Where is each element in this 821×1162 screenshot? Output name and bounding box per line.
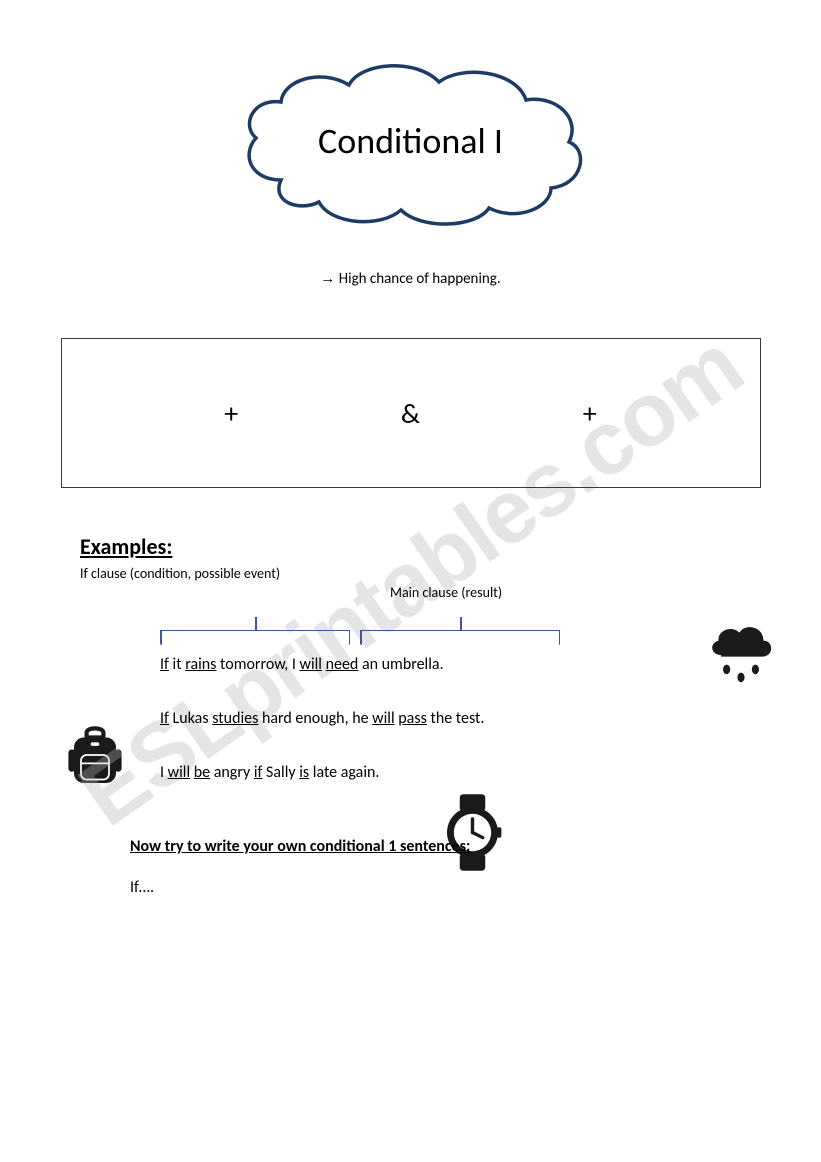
ex3-is: is (299, 763, 309, 782)
example-2: If Lukas studies hard enough, he will pa… (160, 709, 761, 728)
page-title: Conditional I (318, 119, 503, 163)
ex1-t1: it (169, 655, 185, 674)
arrow-icon: → (320, 270, 335, 287)
examples-heading: Examples: (80, 533, 761, 560)
ex1-if: If (160, 655, 169, 674)
title-cloud-container: Conditional I (60, 50, 761, 240)
ex2-if: If (160, 709, 169, 728)
ex3-be: be (194, 763, 210, 782)
brackets (160, 610, 761, 655)
ex2-will: will (372, 709, 394, 728)
formula-amp: & (401, 396, 420, 431)
if-prompt: If…. (130, 878, 761, 897)
ex3-t4: late again. (309, 763, 379, 782)
if-clause-label: If clause (condition, possible event) (80, 565, 280, 582)
ex2-v2: pass (398, 709, 427, 728)
example-3: I will be angry if Sally is late again. (160, 763, 761, 782)
ex3-t2: angry (210, 763, 254, 782)
subtitle-text: High chance of happening. (339, 270, 501, 288)
example-1: If it rains tomorrow, I will need an umb… (160, 655, 761, 674)
worksheet-page: Conditional I → High chance of happening… (0, 0, 821, 937)
ex1-t3: an umbrella. (358, 655, 443, 674)
ex2-v1: studies (212, 709, 258, 728)
ex3-will: will (168, 763, 190, 782)
ex1-t2: tomorrow, I (216, 655, 299, 674)
formula-box: + & + (61, 338, 761, 488)
ex3-t1: I (160, 763, 168, 782)
formula-plus2: + (583, 396, 597, 431)
instruction: Now try to write your own conditional 1 … (130, 837, 761, 856)
examples-section: Examples: If clause (condition, possible… (80, 533, 761, 897)
title-cloud: Conditional I (221, 50, 601, 240)
ex2-t2: hard enough, he (258, 709, 372, 728)
clause-labels: If clause (condition, possible event) Ma… (80, 560, 761, 610)
ex2-t3: the test. (427, 709, 485, 728)
subtitle: → High chance of happening. (60, 270, 761, 288)
ex1-v2: need (326, 655, 359, 674)
main-clause-label: Main clause (result) (390, 584, 502, 601)
ex1-v1: rains (185, 655, 216, 674)
ex2-t1: Lukas (169, 709, 212, 728)
ex3-t3: Sally (262, 763, 299, 782)
ex1-will: will (300, 655, 322, 674)
bracket-main-clause (360, 630, 560, 648)
bracket-if-clause (160, 630, 350, 648)
formula-plus1: + (224, 396, 238, 431)
